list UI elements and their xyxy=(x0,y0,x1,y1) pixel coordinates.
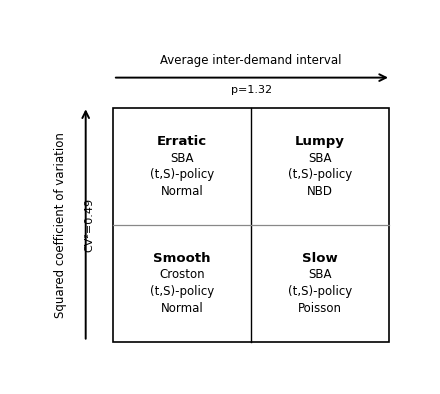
Text: SBA: SBA xyxy=(308,152,332,165)
Text: SBA: SBA xyxy=(170,152,194,165)
Text: CV²=0.49: CV²=0.49 xyxy=(84,198,94,252)
Text: Average inter-demand interval: Average inter-demand interval xyxy=(160,54,342,67)
Text: Normal: Normal xyxy=(161,185,203,198)
Text: Poisson: Poisson xyxy=(298,302,342,315)
Text: Smooth: Smooth xyxy=(153,252,211,265)
Text: Erratic: Erratic xyxy=(157,135,207,148)
Text: Lumpy: Lumpy xyxy=(295,135,345,148)
Text: (t,S)-policy: (t,S)-policy xyxy=(150,168,214,181)
Text: (t,S)-policy: (t,S)-policy xyxy=(150,285,214,298)
Text: Normal: Normal xyxy=(161,302,203,315)
Text: (t,S)-policy: (t,S)-policy xyxy=(288,285,352,298)
FancyBboxPatch shape xyxy=(113,108,389,342)
Text: SBA: SBA xyxy=(308,268,332,281)
Text: NBD: NBD xyxy=(307,185,333,198)
Text: Croston: Croston xyxy=(159,268,205,281)
Text: (t,S)-policy: (t,S)-policy xyxy=(288,168,352,181)
Text: p=1.32: p=1.32 xyxy=(231,85,271,95)
Text: Squared coefficient of variation: Squared coefficient of variation xyxy=(54,132,66,318)
Text: Slow: Slow xyxy=(302,252,338,265)
